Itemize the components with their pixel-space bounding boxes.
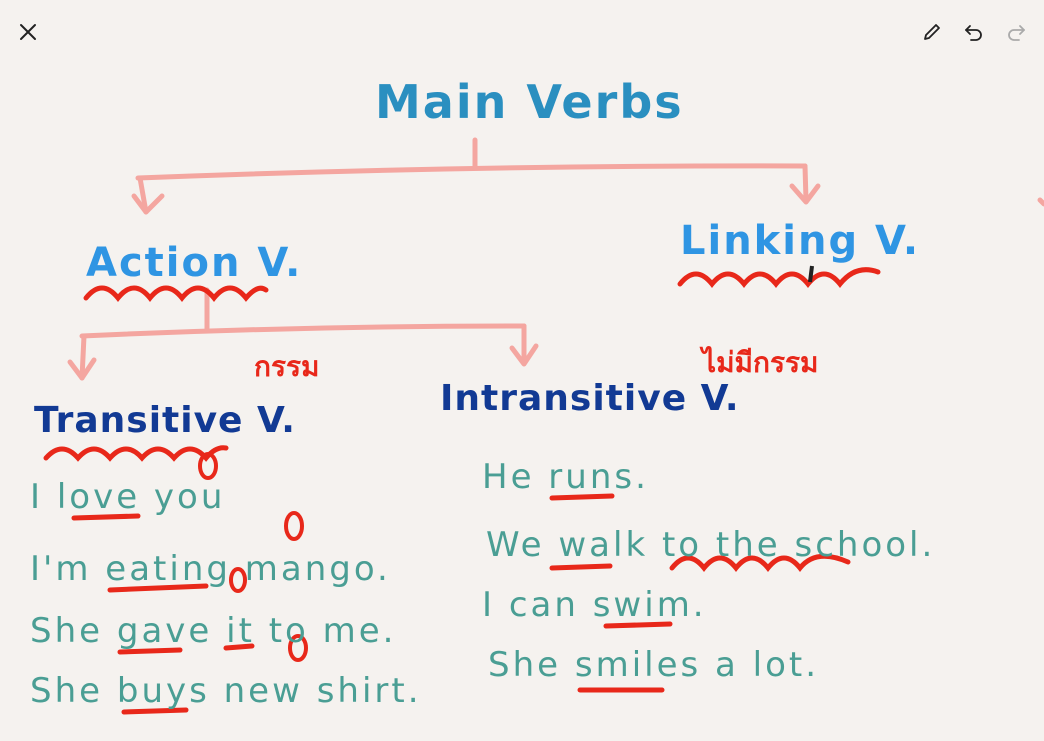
pen-tool-button[interactable]	[918, 18, 946, 46]
wavy-underlines	[43, 267, 881, 572]
redo-button[interactable]	[1002, 18, 1030, 46]
example-intransitive-4: She smiles a lot.	[488, 645, 819, 685]
close-button[interactable]	[14, 18, 42, 46]
example-transitive-3: She gave it to me.	[30, 611, 397, 651]
red-circle-marks	[198, 452, 308, 662]
label-linking-verb: Linking V.	[680, 218, 920, 264]
undo-icon	[965, 25, 982, 41]
redo-icon	[1008, 25, 1025, 41]
example-transitive-1: I love you	[30, 477, 225, 517]
thai-note-transitive: กรรม	[254, 350, 320, 383]
example-transitive-4: She buys new shirt.	[30, 671, 422, 711]
close-icon	[20, 24, 36, 40]
straight-underlines	[71, 493, 673, 715]
thai-note-intransitive: ไม่มีกรรม	[699, 346, 818, 379]
title-main-verbs: Main Verbs	[375, 75, 684, 129]
example-intransitive-3: I can swim.	[482, 585, 707, 625]
example-intransitive-2: We walk to the school.	[486, 525, 935, 565]
label-action-verb: Action V.	[86, 240, 302, 286]
black-mark	[808, 265, 814, 283]
label-transitive-verb: Transitive V.	[34, 400, 296, 441]
example-transitive-2: I'm eating mango.	[30, 549, 391, 589]
example-intransitive-1: He runs.	[482, 457, 649, 497]
undo-button[interactable]	[960, 18, 988, 46]
connector-lines	[67, 137, 1044, 381]
pencil-icon	[924, 24, 940, 40]
label-intransitive-verb: Intransitive V.	[440, 378, 740, 419]
